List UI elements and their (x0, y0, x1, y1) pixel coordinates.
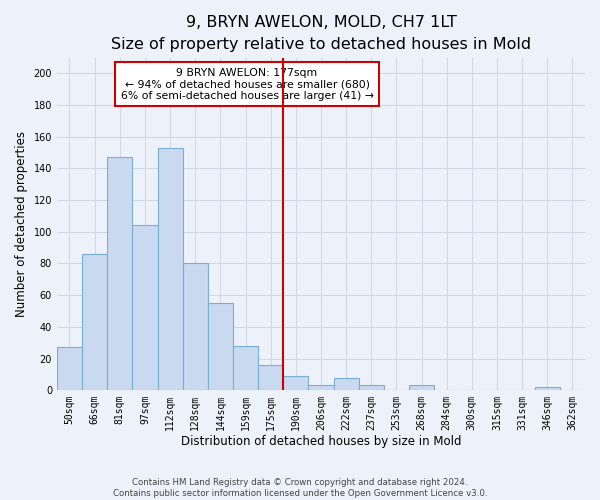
X-axis label: Distribution of detached houses by size in Mold: Distribution of detached houses by size … (181, 434, 461, 448)
Bar (82, 254, 107, 390)
Bar (535, 387, 560, 390)
Y-axis label: Number of detached properties: Number of detached properties (15, 131, 28, 317)
Title: 9, BRYN AWELON, MOLD, CH7 1LT
Size of property relative to detached houses in Mo: 9, BRYN AWELON, MOLD, CH7 1LT Size of pr… (111, 15, 531, 52)
Bar (308, 386, 334, 390)
Bar (283, 376, 308, 390)
Bar (258, 365, 283, 390)
Bar (158, 148, 182, 390)
Bar (182, 264, 208, 390)
Bar (359, 386, 384, 390)
Bar (409, 386, 434, 390)
Bar (208, 303, 233, 390)
Bar (133, 226, 158, 390)
Bar (107, 158, 133, 390)
Bar (233, 346, 258, 390)
Text: 9 BRYN AWELON: 177sqm
← 94% of detached houses are smaller (680)
6% of semi-deta: 9 BRYN AWELON: 177sqm ← 94% of detached … (121, 68, 374, 100)
Bar (334, 378, 359, 390)
Bar (57, 348, 82, 390)
Text: Contains HM Land Registry data © Crown copyright and database right 2024.
Contai: Contains HM Land Registry data © Crown c… (113, 478, 487, 498)
